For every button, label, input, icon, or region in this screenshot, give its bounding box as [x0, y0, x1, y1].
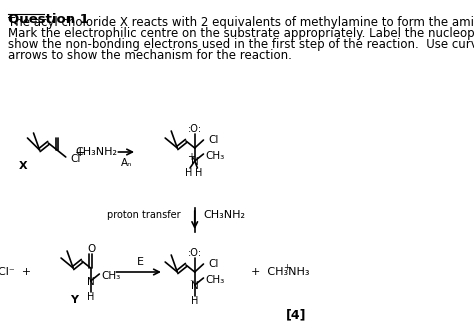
Text: Question 1: Question 1	[8, 13, 89, 26]
Text: H: H	[87, 292, 94, 302]
Text: N: N	[87, 277, 94, 287]
Text: show the non-bonding electrons used in the first step of the reaction.  Use curv: show the non-bonding electrons used in t…	[8, 38, 474, 51]
Text: :Ȯ:: :Ȯ:	[188, 248, 202, 258]
Text: N: N	[191, 281, 199, 291]
Text: CH₃: CH₃	[206, 151, 225, 161]
Text: H: H	[195, 168, 202, 178]
Text: CH₃NH₂: CH₃NH₂	[203, 210, 245, 220]
Text: H: H	[191, 296, 199, 306]
Text: H: H	[185, 168, 192, 178]
Text: Mark the electrophilic centre on the substrate appropriately. Label the nucleoph: Mark the electrophilic centre on the sub…	[8, 27, 474, 40]
Text: Aₙ: Aₙ	[120, 158, 132, 168]
Text: +: +	[187, 152, 195, 162]
Text: +: +	[283, 263, 290, 271]
Text: Cl: Cl	[208, 135, 219, 145]
Text: CH₃NH₂: CH₃NH₂	[76, 147, 118, 157]
Text: ··: ··	[189, 278, 194, 287]
Text: X: X	[18, 161, 27, 171]
Text: Y: Y	[71, 295, 79, 305]
Text: Cl⁻  +: Cl⁻ +	[0, 267, 31, 277]
Text: +  CH₃NH₃: + CH₃NH₃	[251, 267, 310, 277]
Text: :Ȯ:: :Ȯ:	[188, 124, 202, 134]
Text: proton transfer: proton transfer	[107, 210, 181, 220]
Text: +: +	[74, 146, 85, 159]
Text: CH₃: CH₃	[101, 271, 120, 281]
Text: arrows to show the mechanism for the reaction.: arrows to show the mechanism for the rea…	[8, 49, 292, 62]
Text: The acyl choloride X reacts with 2 equivalents of methylamine to form the amide : The acyl choloride X reacts with 2 equiv…	[8, 16, 474, 29]
Text: CH₃: CH₃	[206, 275, 225, 285]
Text: O: O	[87, 244, 95, 254]
Text: N: N	[191, 157, 199, 167]
Text: Cl: Cl	[208, 259, 219, 269]
Text: Cl: Cl	[71, 154, 81, 164]
Text: [4]: [4]	[286, 308, 306, 321]
Text: E: E	[137, 257, 144, 267]
